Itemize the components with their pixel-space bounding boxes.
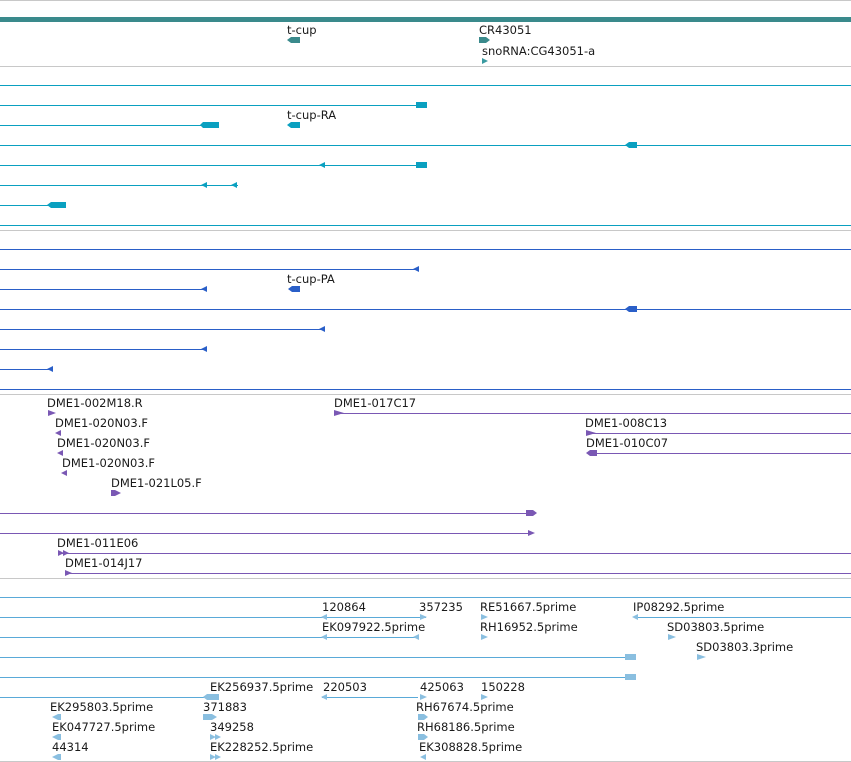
clone-label[interactable]: DME1-014J17: [65, 556, 143, 570]
est-label[interactable]: RE51667.5prime: [480, 600, 577, 614]
clone-label[interactable]: DME1-011E06: [57, 536, 139, 550]
clone-label[interactable]: DME1-002M18.R: [47, 396, 143, 410]
clone-label[interactable]: DME1-020N03.F: [55, 416, 148, 430]
est-label[interactable]: 425063: [420, 680, 464, 694]
gene-CR43051-glyph[interactable]: [479, 37, 490, 43]
est-label[interactable]: SD03803.3prime: [696, 640, 794, 654]
clone-label[interactable]: DME1-020N03.F: [62, 456, 155, 470]
est-label[interactable]: EK295803.5prime: [50, 700, 154, 714]
est-label[interactable]: EK228252.5prime: [210, 740, 314, 754]
est-label[interactable]: EK256937.5prime: [210, 680, 314, 694]
protein-label[interactable]: t-cup-PA: [287, 272, 335, 286]
clone-label[interactable]: DME1-017C17: [334, 396, 417, 410]
clone-label[interactable]: DME1-020N03.F: [57, 436, 150, 450]
transcript-label[interactable]: t-cup-RA: [287, 108, 337, 122]
clone-label[interactable]: DME1-008C13: [585, 416, 668, 430]
est-label[interactable]: 357235: [419, 600, 463, 614]
est-label[interactable]: RH68186.5prime: [417, 720, 515, 734]
gene-t-cup-glyph[interactable]: [287, 37, 300, 43]
clone-label[interactable]: DME1-010C07: [586, 436, 669, 450]
est-label[interactable]: EK047727.5prime: [52, 720, 156, 734]
top-bar: [0, 17, 851, 22]
gene-label-snoRNA[interactable]: snoRNA:CG43051-a: [482, 44, 596, 58]
transcript-track: [0, 85, 851, 226]
clone-track: [0, 410, 851, 576]
est-label[interactable]: EK308828.5prime: [419, 740, 523, 754]
est-track: [0, 597, 851, 760]
est-label[interactable]: RH16952.5prime: [480, 620, 578, 634]
gene-label-t-cup[interactable]: t-cup: [287, 23, 317, 37]
est-label[interactable]: SD03803.5prime: [667, 620, 765, 634]
est-label[interactable]: EK097922.5prime: [322, 620, 426, 634]
est-label[interactable]: 120864: [322, 600, 366, 614]
clone-label[interactable]: DME1-021L05.F: [111, 476, 202, 490]
est-label[interactable]: 220503: [323, 680, 367, 694]
gene-label-CR43051[interactable]: CR43051: [479, 23, 532, 37]
est-label[interactable]: IP08292.5prime: [633, 600, 725, 614]
protein-track: [0, 249, 851, 390]
est-label[interactable]: RH67674.5prime: [416, 700, 514, 714]
est-label[interactable]: 371883: [203, 700, 247, 714]
gene-snoRNA-glyph[interactable]: [482, 58, 488, 64]
est-label[interactable]: 349258: [210, 720, 254, 734]
est-label[interactable]: 44314: [52, 740, 89, 754]
est-label[interactable]: 150228: [481, 680, 525, 694]
